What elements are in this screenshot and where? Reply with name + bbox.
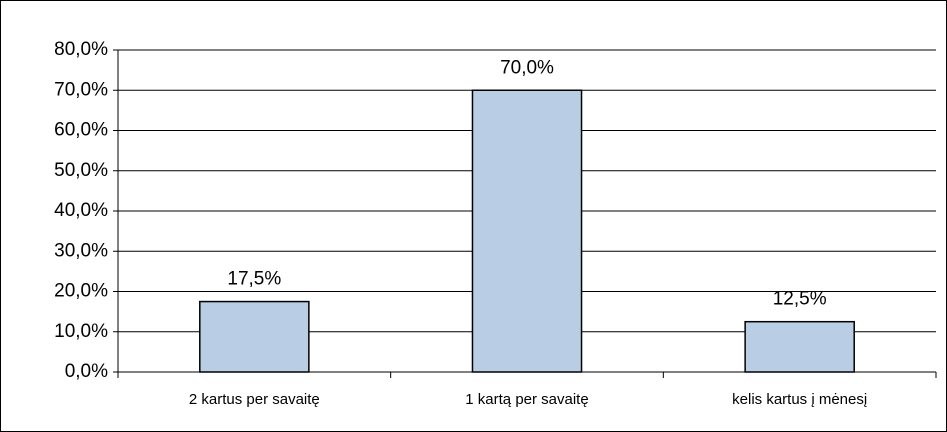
x-tick-label: 2 kartus per savaitę: [189, 391, 320, 408]
x-tick-label: 1 kartą per savaitę: [465, 391, 588, 408]
y-tick-label: 60,0%: [54, 120, 108, 141]
y-tick-label: 0,0%: [65, 361, 108, 382]
bar: [471, 89, 583, 373]
bar: [744, 320, 855, 373]
value-label: 12,5%: [773, 289, 827, 310]
y-tick-label: 20,0%: [54, 281, 108, 302]
value-label: 17,5%: [227, 269, 281, 290]
x-tick-label: kelis kartus į mėnesį: [732, 391, 867, 408]
y-tick-label: 30,0%: [54, 240, 108, 261]
value-label: 70,0%: [500, 57, 554, 78]
y-tick-label: 40,0%: [54, 200, 108, 221]
y-tick-label: 80,0%: [54, 39, 108, 60]
y-tick-label: 70,0%: [54, 79, 108, 100]
y-tick-label: 50,0%: [54, 160, 108, 181]
bar: [199, 300, 310, 373]
y-tick-label: 10,0%: [54, 321, 108, 342]
